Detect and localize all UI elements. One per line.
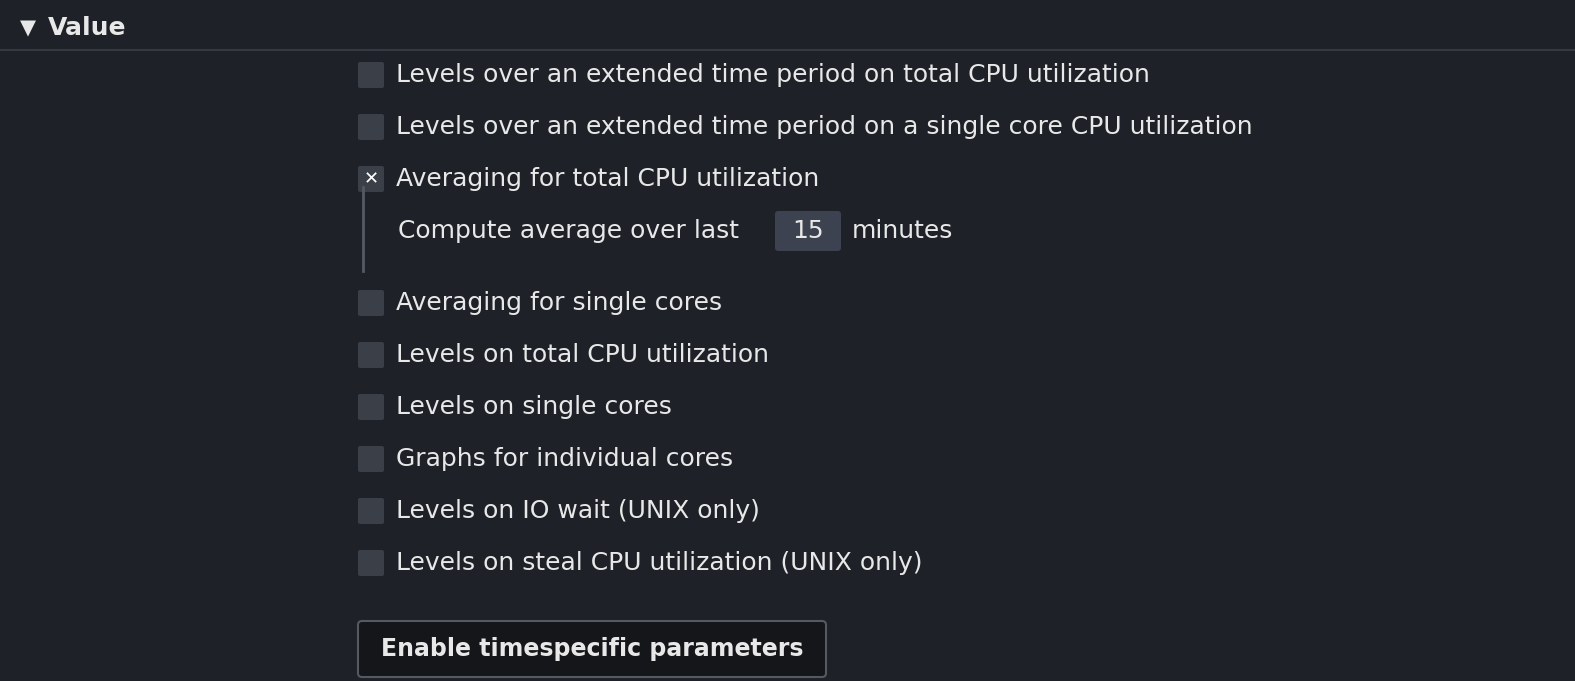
FancyBboxPatch shape [358,290,384,316]
FancyBboxPatch shape [358,394,384,420]
Text: Enable timespecific parameters: Enable timespecific parameters [381,637,803,661]
Text: ✕: ✕ [364,170,378,188]
Text: minutes: minutes [852,219,953,243]
FancyBboxPatch shape [358,621,825,677]
FancyBboxPatch shape [358,498,384,524]
Text: Levels on single cores: Levels on single cores [395,395,673,419]
Text: Averaging for total CPU utilization: Averaging for total CPU utilization [395,167,819,191]
Text: Levels on steal CPU utilization (UNIX only): Levels on steal CPU utilization (UNIX on… [395,551,923,575]
FancyBboxPatch shape [775,211,841,251]
Text: Levels on IO wait (UNIX only): Levels on IO wait (UNIX only) [395,499,759,523]
Text: Levels over an extended time period on a single core CPU utilization: Levels over an extended time period on a… [395,115,1252,139]
FancyBboxPatch shape [358,166,384,192]
FancyBboxPatch shape [358,550,384,576]
Text: Levels over an extended time period on total CPU utilization: Levels over an extended time period on t… [395,63,1150,87]
Text: Value: Value [47,16,126,40]
Text: 15: 15 [792,219,824,243]
FancyBboxPatch shape [358,114,384,140]
FancyBboxPatch shape [358,342,384,368]
Text: ▼: ▼ [20,18,36,38]
FancyBboxPatch shape [358,62,384,88]
Text: Averaging for single cores: Averaging for single cores [395,291,721,315]
Text: Compute average over last: Compute average over last [398,219,739,243]
Text: Levels on total CPU utilization: Levels on total CPU utilization [395,343,769,367]
FancyBboxPatch shape [358,446,384,472]
Text: Graphs for individual cores: Graphs for individual cores [395,447,732,471]
